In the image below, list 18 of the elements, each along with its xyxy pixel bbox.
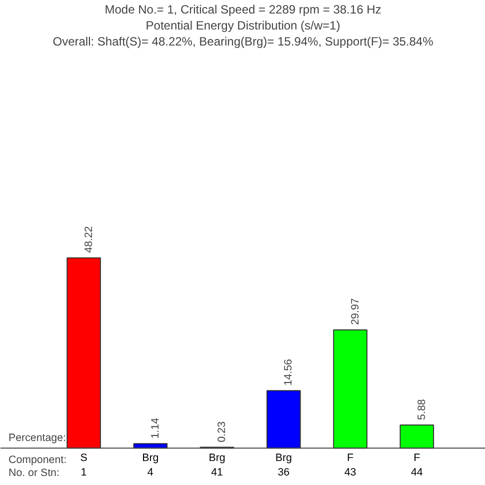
data-label: 29.97 [349, 298, 362, 325]
data-label: 48.22 [82, 226, 95, 253]
x-tick-label: F 43 [344, 452, 356, 479]
x-tick-label: Brg 41 [208, 452, 226, 479]
data-label: 0.23 [216, 421, 228, 442]
chart-subtitle: Potential Energy Distribution (s/w=1) [146, 18, 340, 32]
x-tick-label: Brg 36 [275, 452, 292, 479]
data-label: 1.14 [149, 418, 162, 439]
text: Component: [8, 454, 67, 466]
data-label: 5.88 [416, 399, 428, 420]
text: No. or Stn: [8, 467, 60, 480]
x-tick-label: Brg 4 [142, 452, 159, 479]
annotation: Percentage: [8, 432, 66, 444]
x-tick-label: F 44 [410, 452, 423, 479]
data-label: 14.56 [282, 358, 295, 386]
text: Overall: Shaft(S)= 48.22%, Bearing(Brg)= 15.94%, Support(F)= 35.84% [52, 34, 434, 48]
chart-title: Mode No.= 1, Critical Speed = 2289 rpm = 38.16 Hz [104, 2, 382, 16]
x-tick-label: S 1 [80, 452, 88, 479]
